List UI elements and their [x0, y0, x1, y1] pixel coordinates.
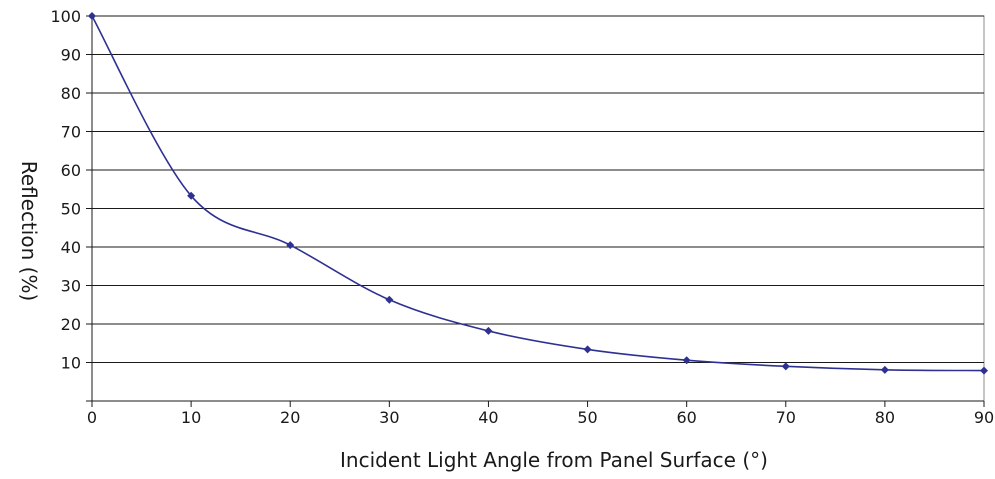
series-line-0 — [91, 15, 985, 372]
y-axis-title: Reflection (%) — [17, 161, 41, 301]
axes — [86, 15, 985, 407]
y-tick-label: 60 — [61, 161, 81, 180]
x-tick-label: 0 — [87, 408, 97, 427]
y-tick-label: 30 — [61, 277, 81, 296]
y-tick-label: 10 — [61, 354, 81, 373]
data-point-20 — [286, 241, 295, 250]
data-point-40 — [484, 326, 493, 335]
data-point-0 — [88, 12, 96, 20]
x-tick-label: 70 — [776, 408, 796, 427]
x-tick-label: 20 — [280, 408, 300, 427]
tick-labels: 10 20 30 40 50 60 70 80 90 100 0 10 20 30 40 50 60 70 80 90 — [50, 7, 994, 427]
data-markers — [88, 12, 988, 375]
y-tick-label: 40 — [61, 238, 81, 257]
y-tick-label: 90 — [61, 46, 81, 65]
y-tick-label: 100 — [50, 7, 81, 26]
data-point-60 — [682, 356, 691, 365]
x-tick-label: 90 — [974, 408, 994, 427]
x-tick-label: 10 — [181, 408, 201, 427]
gridlines — [92, 15, 984, 363]
data-point-70 — [781, 362, 790, 371]
data-point-80 — [880, 365, 889, 374]
series-line — [91, 15, 985, 372]
y-tick-label: 20 — [61, 315, 81, 334]
data-point-10 — [187, 191, 196, 200]
data-point-30 — [385, 295, 394, 304]
x-tick-label: 30 — [379, 408, 399, 427]
x-tick-label: 40 — [478, 408, 498, 427]
x-tick-label: 60 — [676, 408, 696, 427]
x-tick-label: 50 — [577, 408, 597, 427]
y-tick-label: 70 — [61, 123, 81, 142]
y-tick-label: 50 — [61, 200, 81, 219]
y-tick-label: 80 — [61, 84, 81, 103]
data-point-50 — [583, 345, 592, 354]
x-axis-title: Incident Light Angle from Panel Surface … — [340, 448, 768, 472]
data-point-90 — [980, 366, 988, 375]
x-tick-label: 80 — [875, 408, 895, 427]
